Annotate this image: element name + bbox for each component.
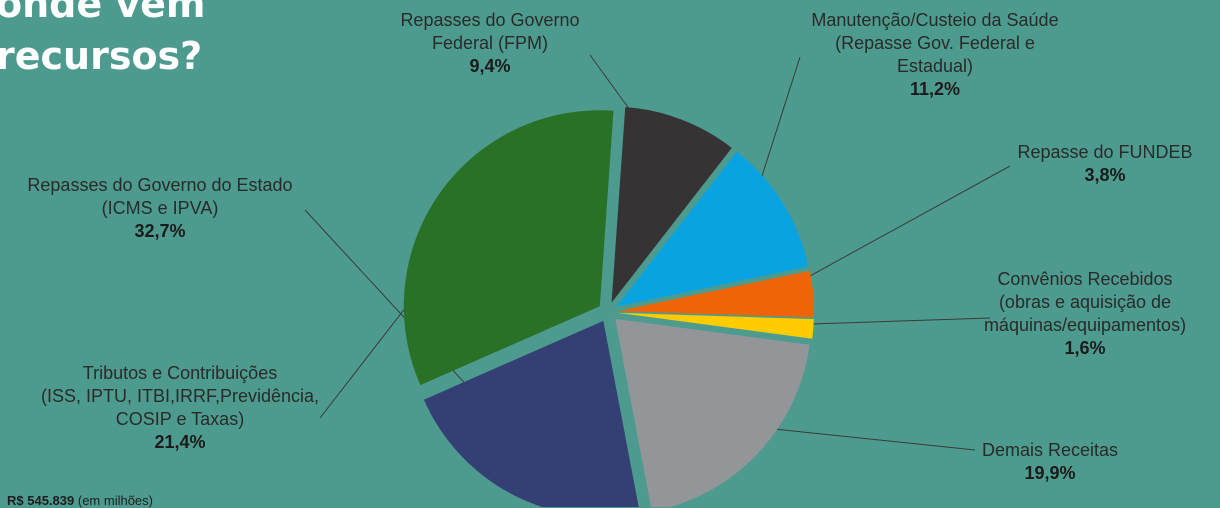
page-title: onde vem recursos? — [0, 0, 206, 82]
page-title-line-2: recursos? — [0, 34, 203, 78]
page-title-line-1: onde vem — [0, 0, 206, 26]
slice-label-tributos: Tributos e Contribuições (ISS, IPTU, ITB… — [20, 362, 340, 454]
slice-label-demais: Demais Receitas 19,9% — [940, 439, 1160, 485]
pie-slices — [403, 107, 814, 507]
slice-percent: 32,7% — [134, 221, 186, 241]
pie-slice-saude — [616, 151, 809, 307]
slice-percent: 21,4% — [154, 432, 206, 452]
slice-label-line: (obras e aquisição de — [998, 292, 1172, 312]
slice-label-line: (ISS, IPTU, ITBI,IRRF,Previdência, — [40, 386, 320, 406]
slice-label-line: Convênios Recebidos — [997, 269, 1173, 289]
total-note: R$ 545.839 (em milhões) — [7, 493, 153, 508]
slice-percent: 1,6% — [1064, 338, 1106, 358]
slice-percent: 3,8% — [1084, 165, 1126, 185]
pie-slice-convenios — [617, 312, 814, 339]
slice-label-convenios: Convênios Recebidos (obras e aquisição d… — [965, 268, 1205, 360]
slice-label-line: (ICMS e IPVA) — [101, 198, 219, 218]
slice-percent: 19,9% — [1024, 463, 1076, 483]
pie-slice-fpm — [611, 107, 732, 303]
slice-label-line: Repasse do FUNDEB — [1017, 142, 1193, 162]
slice-label-line: Federal (FPM) — [431, 33, 548, 53]
total-unit: (em milhões) — [77, 493, 153, 508]
pie-slice-tributos — [423, 320, 639, 507]
slice-label-saude: Manutenção/Custeio da Saúde (Repasse Gov… — [770, 9, 1100, 101]
slice-label-estado: Repasses do Governo do Estado (ICMS e IP… — [10, 174, 310, 243]
slice-percent: 9,4% — [469, 56, 511, 76]
slice-label-fpm: Repasses do Governo Federal (FPM) 9,4% — [355, 9, 625, 78]
pie-slice-fundeb — [617, 270, 814, 318]
total-value: R$ 545.839 — [7, 493, 75, 508]
slice-percent: 11,2% — [909, 79, 961, 99]
slice-label-line: Repasses do Governo — [400, 10, 580, 30]
slice-label-line: Tributos e Contribuições — [82, 363, 278, 383]
slice-label-line: Estadual) — [896, 56, 974, 76]
slice-label-line: máquinas/equipamentos) — [983, 315, 1187, 335]
slice-label-line: Demais Receitas — [981, 440, 1119, 460]
pie-slice-estado — [403, 110, 614, 386]
slice-label-line: COSIP e Taxas) — [115, 409, 245, 429]
slice-label-fundeb: Repasse do FUNDEB 3,8% — [990, 141, 1220, 187]
slice-label-line: (Repasse Gov. Federal e — [835, 33, 1035, 53]
pie-slice-demais — [615, 318, 810, 507]
slice-label-line: Manutenção/Custeio da Saúde — [811, 10, 1059, 30]
slice-label-line: Repasses do Governo do Estado — [27, 175, 293, 195]
